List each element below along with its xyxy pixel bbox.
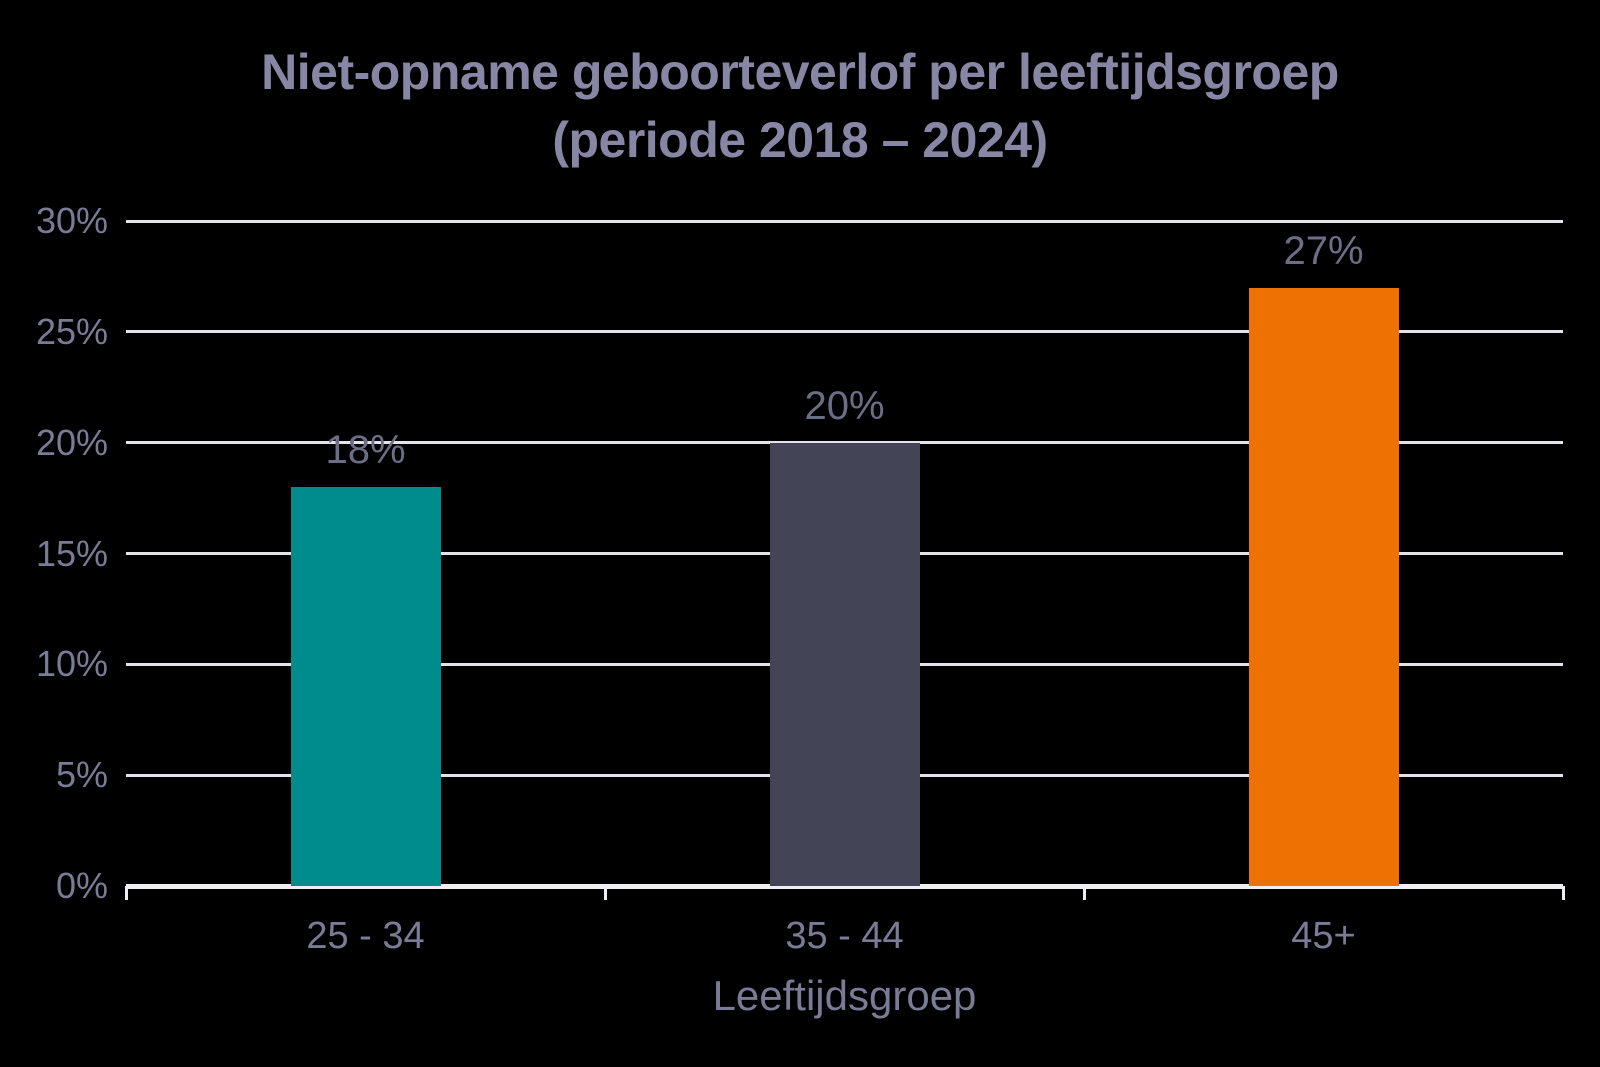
y-tick-label-25%: 25% xyxy=(35,310,108,352)
x-axis-tick-3 xyxy=(1561,886,1565,900)
y-tick-label-0%: 0% xyxy=(55,865,108,906)
x-axis-line xyxy=(126,883,1563,889)
chart-title-line-2: (periode 2018 – 2024) xyxy=(552,112,1048,168)
y-tick-label-5%: 5% xyxy=(55,754,108,796)
x-axis-tick-0 xyxy=(124,886,128,900)
x-axis-tick-1 xyxy=(603,886,607,900)
x-category-label-25 - 34: 25 - 34 xyxy=(306,915,425,957)
gridline-25% xyxy=(126,330,1563,334)
x-category-label-35 - 44: 35 - 44 xyxy=(785,915,904,957)
x-axis-title: Leeftijdsgroep xyxy=(712,972,977,1019)
bar-35 - 44 xyxy=(769,442,920,886)
y-tick-label-10%: 10% xyxy=(35,643,108,685)
x-axis-tick-2 xyxy=(1082,886,1086,900)
bar-value-label-25 - 34: 18% xyxy=(325,428,406,472)
y-tick-label-15%: 15% xyxy=(35,532,108,574)
y-tick-label-20%: 20% xyxy=(35,421,108,463)
bar-45+ xyxy=(1248,287,1399,886)
x-category-label-45+: 45+ xyxy=(1291,915,1356,957)
bar-value-label-45+: 27% xyxy=(1283,228,1364,273)
chart-title-line-1: Niet-opname geboorteverlof per leeftijds… xyxy=(261,44,1339,100)
gridline-30% xyxy=(126,219,1563,223)
y-tick-label-30%: 30% xyxy=(35,200,108,241)
bar-value-label-35 - 44: 20% xyxy=(804,383,885,428)
chart-title: Niet-opname geboorteverlof per leeftijds… xyxy=(0,38,1600,174)
bar-25 - 34 xyxy=(290,487,441,886)
